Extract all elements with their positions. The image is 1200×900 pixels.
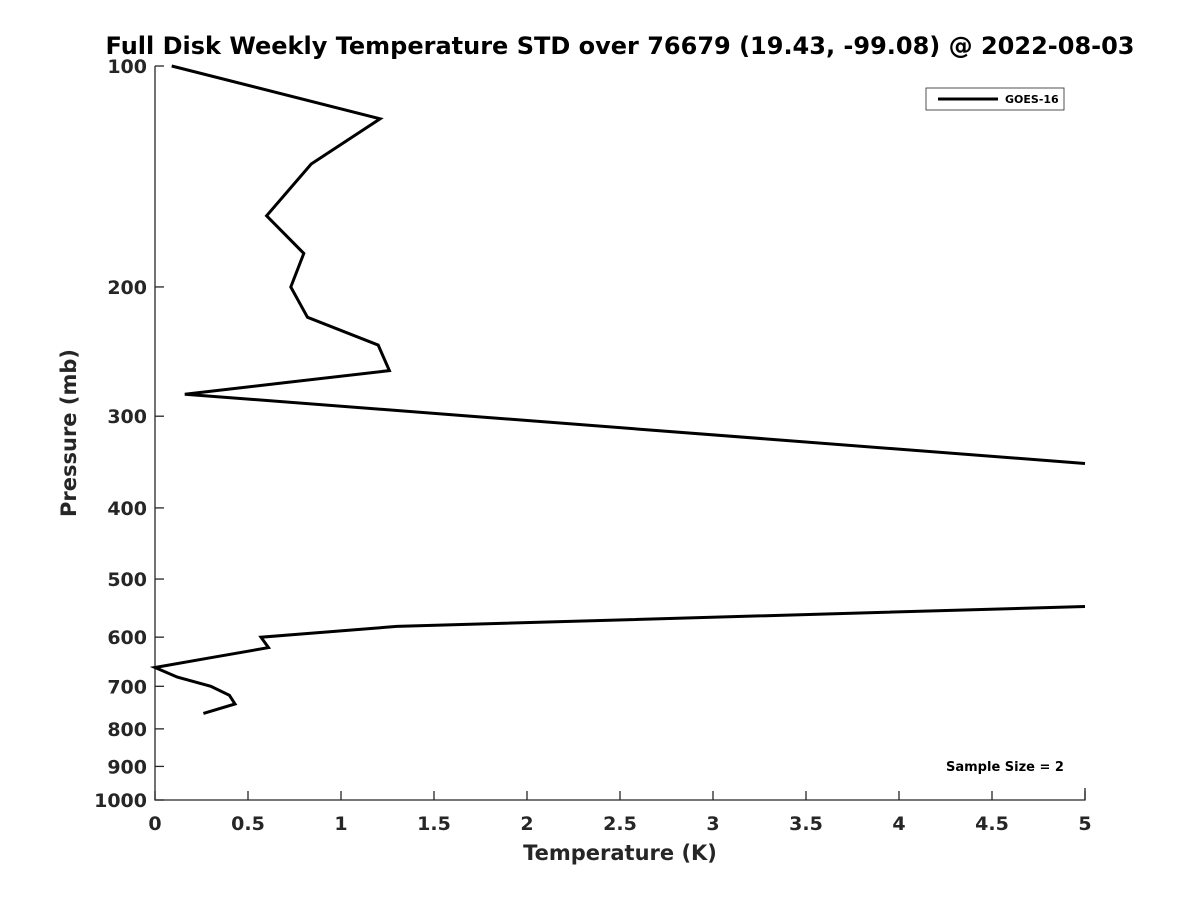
legend-label-goes-16: GOES-16 — [1005, 93, 1059, 106]
legend: GOES-16 — [925, 87, 1065, 111]
x-tick-label: 2 — [520, 813, 533, 835]
x-tick-label: 1.5 — [417, 813, 451, 835]
x-axis-ticks: 0 0.5 1 1.5 2 2.5 3 3.5 4 4.5 5 — [148, 791, 1092, 835]
x-tick-label: 4.5 — [975, 813, 1009, 835]
plot-area — [154, 66, 1086, 801]
y-tick-label: 400 — [107, 498, 147, 520]
x-tick-label: 2.5 — [603, 813, 637, 835]
x-tick-label: 1 — [334, 813, 347, 835]
y-tick-label: 300 — [107, 406, 147, 428]
y-tick-label: 700 — [107, 676, 147, 698]
sample-size-annotation: Sample Size = 2 — [946, 760, 1064, 775]
axis-frame — [154, 66, 1086, 801]
x-tick-label: 4 — [892, 813, 905, 835]
y-tick-label: 600 — [107, 627, 147, 649]
x-tick-label: 3 — [706, 813, 719, 835]
x-axis-label: Temperature (K) — [523, 841, 717, 865]
y-tick-label: 500 — [107, 569, 147, 591]
x-tick-label: 3.5 — [789, 813, 823, 835]
x-tick-label: 5 — [1078, 813, 1091, 835]
y-tick-label: 100 — [107, 56, 147, 78]
x-tick-label: 0 — [148, 813, 161, 835]
x-tick-label: 0.5 — [231, 813, 265, 835]
y-axis-ticks: 100 200 300 400 500 600 700 800 900 1000 — [94, 56, 164, 812]
y-tick-label: 1000 — [94, 790, 147, 812]
series-line-goes-16 — [171, 64, 1086, 465]
series-line-goes-16 — [149, 605, 1086, 715]
series-layer — [149, 64, 1086, 715]
y-tick-label: 900 — [107, 756, 147, 778]
y-tick-label: 800 — [107, 719, 147, 741]
chart-title: Full Disk Weekly Temperature STD over 76… — [106, 32, 1135, 60]
y-axis-label: Pressure (mb) — [57, 349, 81, 517]
y-tick-label: 200 — [107, 277, 147, 299]
